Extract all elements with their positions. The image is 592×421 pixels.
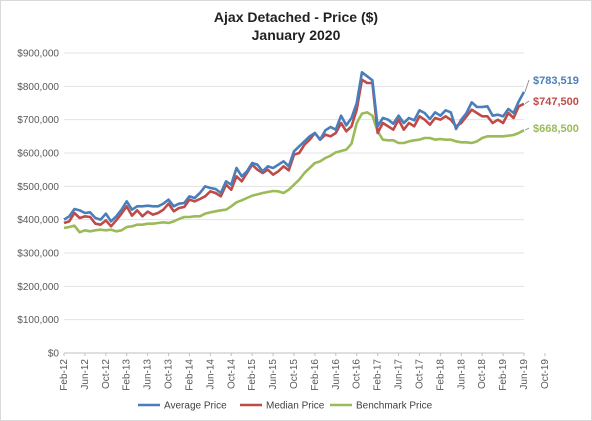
y-tick-label: $700,000	[17, 115, 59, 126]
x-axis-tick-labels: Feb-12 Jun-12 Oct-12 Feb-13 Jun-13 Oct-13 Feb-…	[59, 359, 551, 391]
x-tick-label: Oct-18	[477, 359, 488, 389]
x-tick-label: Oct-12	[101, 359, 112, 389]
x-tick-label: Jun-19	[519, 359, 530, 390]
y-tick-label: $300,000	[17, 249, 59, 260]
end-label-leader	[524, 100, 530, 105]
x-tick-label: Jun-17	[394, 359, 405, 390]
end-value-label: $783,519	[533, 75, 579, 87]
y-tick-label: $800,000	[17, 82, 59, 93]
x-tick-label: Oct-13	[164, 359, 175, 389]
x-tick-label: Oct-19	[540, 359, 551, 389]
y-tick-label: $500,000	[17, 182, 59, 193]
y-tick-label: $200,000	[17, 282, 59, 293]
x-tick-label: Feb-12	[59, 359, 70, 391]
x-tick-label: Jun-16	[331, 359, 342, 390]
x-tick-label: Oct-16	[352, 359, 363, 389]
x-tick-label: Feb-15	[247, 359, 258, 391]
x-tick-label: Feb-17	[373, 359, 384, 391]
end-value-label: $668,500	[533, 123, 579, 135]
x-tick-label: Jun-14	[205, 359, 216, 390]
x-tick-label: Feb-14	[184, 359, 195, 391]
legend-label: Benchmark Price	[356, 401, 433, 412]
y-tick-label: $0	[48, 349, 60, 360]
y-tick-label: $600,000	[17, 149, 59, 160]
chart-title: Ajax Detached - Price ($)	[214, 9, 378, 25]
x-tick-label: Jun-13	[143, 359, 154, 390]
x-tick-label: Feb-18	[435, 359, 446, 391]
x-tick-label: Oct-15	[289, 359, 300, 389]
end-value-labels: $783,519 $747,500 $668,500	[524, 75, 579, 135]
series-line-benchmark-price	[63, 111, 525, 234]
x-tick-label: Jun-12	[80, 359, 91, 390]
y-axis-tick-labels: $0 $100,000 $200,000 $300,000 $400,000 $500,0…	[17, 49, 59, 360]
x-tick-label: Oct-17	[414, 359, 425, 389]
gridlines	[63, 52, 546, 356]
series-lines	[63, 71, 526, 234]
y-tick-label: $900,000	[17, 49, 59, 60]
x-tick-label: Feb-13	[122, 359, 133, 391]
legend-label: Average Price	[164, 401, 227, 412]
legend-label: Median Price	[266, 401, 325, 412]
x-tick-label: Feb-19	[498, 359, 509, 391]
y-tick-label: $400,000	[17, 215, 59, 226]
x-tick-label: Oct-14	[226, 359, 237, 389]
chart-subtitle: January 2020	[252, 27, 341, 43]
x-tick-label: Jun-18	[456, 359, 467, 390]
x-tick-label: Jun-15	[268, 359, 279, 390]
end-value-label: $747,500	[533, 96, 579, 108]
y-tick-label: $100,000	[17, 315, 59, 326]
legend: Average Price Median Price Benchmark Price	[138, 401, 433, 412]
end-label-leader	[524, 127, 530, 131]
end-label-leader	[524, 79, 530, 92]
series-line-average-price	[63, 71, 526, 223]
x-tick-label: Feb-16	[310, 359, 321, 391]
